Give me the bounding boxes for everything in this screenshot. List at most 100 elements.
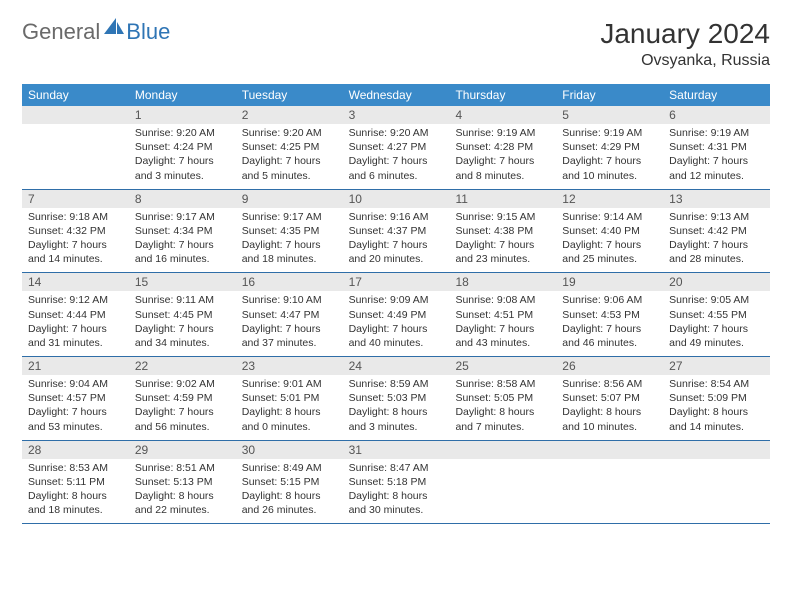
- day-body: Sunrise: 9:11 AMSunset: 4:45 PMDaylight:…: [129, 291, 236, 356]
- daylight-line: Daylight: 8 hours and 14 minutes.: [669, 405, 764, 433]
- daylight-line: Daylight: 7 hours and 20 minutes.: [349, 238, 444, 266]
- day-number: 24: [343, 357, 450, 375]
- sunset-line: Sunset: 4:27 PM: [349, 140, 444, 154]
- blank-day: [663, 441, 770, 524]
- sunrise-line: Sunrise: 9:09 AM: [349, 293, 444, 307]
- weekday-tuesday: Tuesday: [236, 84, 343, 106]
- day-number: 7: [22, 190, 129, 208]
- sunset-line: Sunset: 4:25 PM: [242, 140, 337, 154]
- sunrise-line: Sunrise: 8:49 AM: [242, 461, 337, 475]
- sunrise-line: Sunrise: 9:13 AM: [669, 210, 764, 224]
- blank-day: [449, 441, 556, 524]
- daylight-line: Daylight: 8 hours and 7 minutes.: [455, 405, 550, 433]
- sunrise-line: Sunrise: 8:56 AM: [562, 377, 657, 391]
- day-body: Sunrise: 9:20 AMSunset: 4:24 PMDaylight:…: [129, 124, 236, 189]
- day-body: Sunrise: 9:20 AMSunset: 4:25 PMDaylight:…: [236, 124, 343, 189]
- day-6: 6Sunrise: 9:19 AMSunset: 4:31 PMDaylight…: [663, 106, 770, 189]
- day-body: Sunrise: 9:14 AMSunset: 4:40 PMDaylight:…: [556, 208, 663, 273]
- daylight-line: Daylight: 7 hours and 56 minutes.: [135, 405, 230, 433]
- day-number: 30: [236, 441, 343, 459]
- day-body: Sunrise: 9:15 AMSunset: 4:38 PMDaylight:…: [449, 208, 556, 273]
- day-18: 18Sunrise: 9:08 AMSunset: 4:51 PMDayligh…: [449, 273, 556, 356]
- sunset-line: Sunset: 4:47 PM: [242, 308, 337, 322]
- daylight-line: Daylight: 7 hours and 23 minutes.: [455, 238, 550, 266]
- brand-part1: General: [22, 19, 100, 45]
- day-number: 8: [129, 190, 236, 208]
- day-body: Sunrise: 9:08 AMSunset: 4:51 PMDaylight:…: [449, 291, 556, 356]
- sunrise-line: Sunrise: 9:08 AM: [455, 293, 550, 307]
- day-23: 23Sunrise: 9:01 AMSunset: 5:01 PMDayligh…: [236, 357, 343, 440]
- day-body: Sunrise: 9:16 AMSunset: 4:37 PMDaylight:…: [343, 208, 450, 273]
- day-number: 11: [449, 190, 556, 208]
- brand-part2: Blue: [126, 19, 170, 45]
- day-number: 26: [556, 357, 663, 375]
- week-row: 28Sunrise: 8:53 AMSunset: 5:11 PMDayligh…: [22, 441, 770, 525]
- daylight-line: Daylight: 8 hours and 0 minutes.: [242, 405, 337, 433]
- sunset-line: Sunset: 4:51 PM: [455, 308, 550, 322]
- daylight-line: Daylight: 8 hours and 30 minutes.: [349, 489, 444, 517]
- day-body: Sunrise: 8:56 AMSunset: 5:07 PMDaylight:…: [556, 375, 663, 440]
- weeks-container: 1Sunrise: 9:20 AMSunset: 4:24 PMDaylight…: [22, 106, 770, 524]
- day-27: 27Sunrise: 8:54 AMSunset: 5:09 PMDayligh…: [663, 357, 770, 440]
- sunrise-line: Sunrise: 9:17 AM: [135, 210, 230, 224]
- daylight-line: Daylight: 7 hours and 37 minutes.: [242, 322, 337, 350]
- day-8: 8Sunrise: 9:17 AMSunset: 4:34 PMDaylight…: [129, 190, 236, 273]
- sunrise-line: Sunrise: 8:47 AM: [349, 461, 444, 475]
- day-number: 12: [556, 190, 663, 208]
- daylight-line: Daylight: 7 hours and 8 minutes.: [455, 154, 550, 182]
- daylight-line: Daylight: 8 hours and 18 minutes.: [28, 489, 123, 517]
- day-24: 24Sunrise: 8:59 AMSunset: 5:03 PMDayligh…: [343, 357, 450, 440]
- header: General Blue January 2024 Ovsyanka, Russ…: [22, 18, 770, 70]
- sunset-line: Sunset: 5:09 PM: [669, 391, 764, 405]
- daylight-line: Daylight: 7 hours and 31 minutes.: [28, 322, 123, 350]
- weekday-saturday: Saturday: [663, 84, 770, 106]
- sunrise-line: Sunrise: 8:58 AM: [455, 377, 550, 391]
- day-3: 3Sunrise: 9:20 AMSunset: 4:27 PMDaylight…: [343, 106, 450, 189]
- calendar: SundayMondayTuesdayWednesdayThursdayFrid…: [22, 84, 770, 524]
- day-14: 14Sunrise: 9:12 AMSunset: 4:44 PMDayligh…: [22, 273, 129, 356]
- day-30: 30Sunrise: 8:49 AMSunset: 5:15 PMDayligh…: [236, 441, 343, 524]
- sunset-line: Sunset: 5:07 PM: [562, 391, 657, 405]
- day-body: Sunrise: 9:18 AMSunset: 4:32 PMDaylight:…: [22, 208, 129, 273]
- day-body: Sunrise: 9:01 AMSunset: 5:01 PMDaylight:…: [236, 375, 343, 440]
- day-body: Sunrise: 8:59 AMSunset: 5:03 PMDaylight:…: [343, 375, 450, 440]
- sunset-line: Sunset: 4:38 PM: [455, 224, 550, 238]
- sunset-line: Sunset: 4:24 PM: [135, 140, 230, 154]
- daylight-line: Daylight: 7 hours and 5 minutes.: [242, 154, 337, 182]
- sunset-line: Sunset: 4:40 PM: [562, 224, 657, 238]
- sunrise-line: Sunrise: 9:19 AM: [455, 126, 550, 140]
- daylight-line: Daylight: 7 hours and 3 minutes.: [135, 154, 230, 182]
- sunset-line: Sunset: 4:53 PM: [562, 308, 657, 322]
- weekday-wednesday: Wednesday: [343, 84, 450, 106]
- sunrise-line: Sunrise: 8:53 AM: [28, 461, 123, 475]
- week-row: 7Sunrise: 9:18 AMSunset: 4:32 PMDaylight…: [22, 190, 770, 274]
- weekday-friday: Friday: [556, 84, 663, 106]
- day-body: Sunrise: 8:51 AMSunset: 5:13 PMDaylight:…: [129, 459, 236, 524]
- sunset-line: Sunset: 4:45 PM: [135, 308, 230, 322]
- day-body: Sunrise: 9:04 AMSunset: 4:57 PMDaylight:…: [22, 375, 129, 440]
- daylight-line: Daylight: 7 hours and 18 minutes.: [242, 238, 337, 266]
- weekday-row: SundayMondayTuesdayWednesdayThursdayFrid…: [22, 84, 770, 106]
- sunrise-line: Sunrise: 9:19 AM: [669, 126, 764, 140]
- day-body: Sunrise: 9:10 AMSunset: 4:47 PMDaylight:…: [236, 291, 343, 356]
- daylight-line: Daylight: 7 hours and 14 minutes.: [28, 238, 123, 266]
- sunrise-line: Sunrise: 9:01 AM: [242, 377, 337, 391]
- day-body: Sunrise: 9:12 AMSunset: 4:44 PMDaylight:…: [22, 291, 129, 356]
- sunset-line: Sunset: 4:49 PM: [349, 308, 444, 322]
- week-row: 1Sunrise: 9:20 AMSunset: 4:24 PMDaylight…: [22, 106, 770, 190]
- day-body: Sunrise: 8:54 AMSunset: 5:09 PMDaylight:…: [663, 375, 770, 440]
- day-number: 19: [556, 273, 663, 291]
- day-21: 21Sunrise: 9:04 AMSunset: 4:57 PMDayligh…: [22, 357, 129, 440]
- day-number: 27: [663, 357, 770, 375]
- daylight-line: Daylight: 7 hours and 53 minutes.: [28, 405, 123, 433]
- day-number: 21: [22, 357, 129, 375]
- blank-day: [556, 441, 663, 524]
- sunset-line: Sunset: 5:05 PM: [455, 391, 550, 405]
- day-number: [22, 106, 129, 124]
- day-number: 23: [236, 357, 343, 375]
- day-number: [449, 441, 556, 459]
- day-body: Sunrise: 9:19 AMSunset: 4:28 PMDaylight:…: [449, 124, 556, 189]
- day-number: 10: [343, 190, 450, 208]
- daylight-line: Daylight: 7 hours and 46 minutes.: [562, 322, 657, 350]
- sunrise-line: Sunrise: 9:15 AM: [455, 210, 550, 224]
